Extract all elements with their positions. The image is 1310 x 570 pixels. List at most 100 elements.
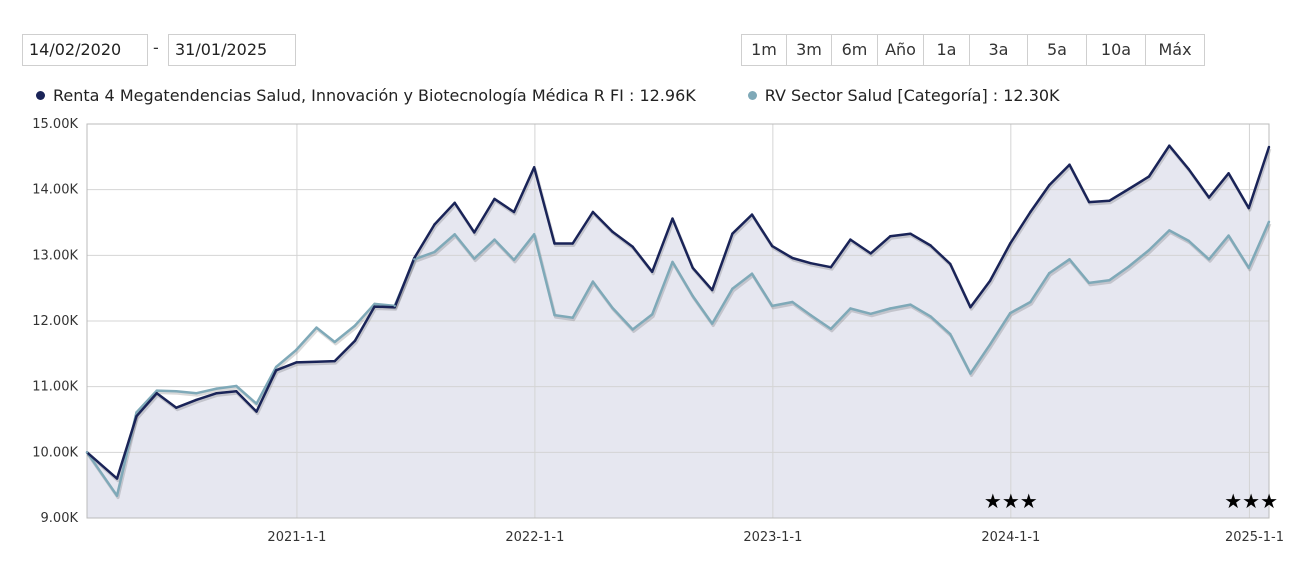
category-data-point — [929, 315, 932, 318]
category-data-point — [949, 332, 952, 336]
date-from-input[interactable]: 14/02/2020 — [22, 34, 148, 66]
category-data-point — [1009, 311, 1012, 315]
category-data-point — [1108, 279, 1111, 282]
fund-data-point — [175, 406, 178, 409]
category-data-point — [909, 303, 912, 306]
y-tick-label: 13.00K — [32, 248, 78, 263]
date-separator: - — [153, 38, 159, 57]
y-tick-label: 15.00K — [32, 117, 78, 132]
category-data-point — [631, 328, 634, 331]
category-data-point — [671, 260, 674, 264]
category-data-point — [1168, 229, 1171, 232]
fund-data-point — [750, 213, 754, 216]
y-tick-label: 11.00K — [32, 380, 78, 395]
fund-data-point — [889, 235, 892, 238]
category-data-point — [393, 304, 396, 308]
legend-marker-category — [747, 91, 757, 100]
category-data-point — [493, 238, 496, 241]
fund-data-point — [1087, 200, 1091, 204]
y-tick-label: 12.00K — [32, 314, 78, 329]
category-data-point — [255, 402, 258, 405]
category-data-point — [1048, 271, 1051, 275]
x-tick-label: 2021-1-1 — [267, 530, 326, 545]
range-button-max[interactable]: Máx — [1145, 34, 1205, 66]
fund-data-point — [1267, 145, 1271, 149]
category-data-point — [1068, 258, 1071, 261]
category-data-point — [651, 313, 654, 316]
fund-data-point — [274, 369, 278, 372]
category-data-point — [1187, 239, 1191, 243]
fund-data-point — [771, 244, 774, 248]
fund-data-point — [533, 166, 536, 169]
y-tick-label: 10.00K — [32, 445, 78, 460]
category-data-point — [1087, 281, 1091, 285]
range-button-5a[interactable]: 5a — [1027, 34, 1087, 66]
category-data-point — [1207, 258, 1211, 261]
fund-data-point — [1147, 175, 1151, 178]
fund-data-point — [115, 477, 119, 480]
category-data-point — [1267, 220, 1271, 223]
category-data-point — [731, 287, 734, 290]
range-button-3a[interactable]: 3a — [969, 34, 1028, 66]
category-data-point — [988, 343, 992, 346]
fund-data-point — [1009, 242, 1012, 245]
date-to-input[interactable]: 31/01/2025 — [168, 34, 296, 66]
fund-data-point — [731, 232, 734, 235]
fund-data-point — [315, 360, 318, 363]
category-data-point — [829, 327, 833, 331]
fund-data-point — [1247, 206, 1251, 210]
fund-data-point — [691, 266, 694, 269]
category-data-point — [591, 280, 595, 283]
category-data-point — [195, 392, 198, 395]
fund-data-point — [512, 210, 516, 214]
legend-item-fund[interactable]: Renta 4 Megatendencias Salud, Innovación… — [36, 86, 696, 105]
fund-data-point — [1227, 172, 1230, 175]
fund-data-point — [433, 223, 436, 226]
fund-data-point — [553, 242, 556, 245]
range-button-1m[interactable]: 1m — [741, 34, 787, 66]
fund-data-point — [353, 339, 357, 342]
category-data-point — [175, 390, 178, 393]
plot-frame — [86, 123, 1270, 519]
y-tick-label: 14.00K — [32, 183, 78, 198]
fund-data-point — [809, 262, 812, 265]
category-data-point — [215, 387, 218, 390]
category-data-point — [274, 365, 278, 369]
fund-data-point — [791, 256, 794, 260]
fund-data-point — [711, 288, 714, 292]
category-data-point — [315, 326, 318, 329]
fund-data-point — [829, 266, 833, 269]
fund-data-point — [1108, 199, 1111, 202]
x-tick-label: 2025-1-1 — [1225, 530, 1284, 545]
fund-data-point — [571, 242, 574, 245]
range-button-1a[interactable]: 1a — [923, 34, 970, 66]
star-rating-annotation: ★★★ — [1224, 489, 1278, 513]
fund-data-point — [453, 201, 456, 204]
category-data-point — [771, 304, 774, 308]
fund-data-point — [195, 398, 198, 401]
range-button-group: 1m 3m 6m Año 1a 3a 5a 10a Máx — [741, 34, 1205, 66]
range-button-6m[interactable]: 6m — [831, 34, 878, 66]
category-data-point — [553, 313, 556, 317]
category-data-point — [512, 258, 516, 262]
category-data-point — [413, 258, 416, 261]
fund-data-point — [591, 210, 595, 214]
fund-data-point — [1168, 144, 1171, 147]
category-data-point — [453, 233, 456, 236]
category-data-point — [1147, 248, 1151, 252]
fund-data-point — [333, 359, 336, 363]
range-button-10a[interactable]: 10a — [1086, 34, 1146, 66]
fund-data-point — [295, 361, 298, 364]
fund-data-point — [135, 415, 138, 418]
fund-data-point — [1068, 163, 1071, 166]
category-data-point — [115, 494, 119, 497]
fund-data-point — [1187, 168, 1191, 171]
category-data-point — [333, 340, 336, 344]
category-data-point — [533, 233, 536, 236]
range-button-year[interactable]: Año — [877, 34, 924, 66]
legend-item-category[interactable]: RV Sector Salud [Categoría] : 12.30K — [747, 86, 1060, 105]
fund-data-point — [849, 238, 852, 241]
x-tick-label: 2024-1-1 — [981, 530, 1040, 545]
fund-data-point — [671, 217, 674, 220]
fund-data-point — [631, 245, 634, 248]
